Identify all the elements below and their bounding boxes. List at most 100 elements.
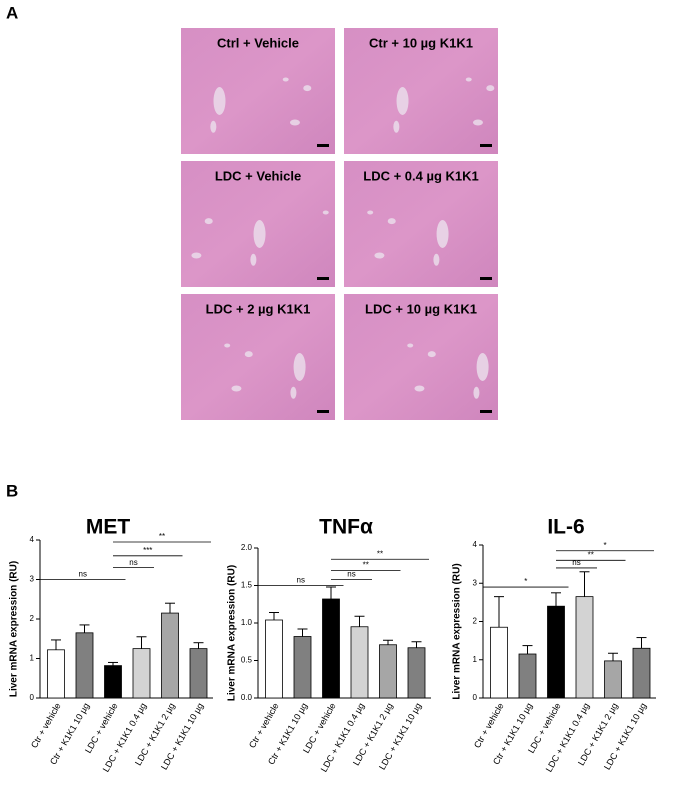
- scale-bar: [317, 410, 329, 413]
- significance-label: *: [524, 577, 527, 586]
- bar: [518, 653, 537, 699]
- histology-image: [344, 294, 498, 420]
- bar: [604, 660, 622, 699]
- y-tick-label: 1: [473, 655, 478, 664]
- vessel: [204, 218, 213, 225]
- bar: [293, 636, 312, 699]
- bar: [75, 632, 94, 699]
- vessel: [224, 343, 231, 348]
- vessel: [191, 252, 202, 259]
- vessel: [393, 120, 400, 133]
- image-label: Ctr + 10 µg K1K1: [369, 35, 473, 50]
- vessel: [473, 386, 480, 399]
- bar: [547, 605, 565, 699]
- vessel: [231, 385, 242, 392]
- vessel: [367, 210, 374, 215]
- image-label: LDC + 2 µg K1K1: [206, 301, 311, 316]
- bar: [322, 598, 340, 699]
- bar: [632, 647, 651, 699]
- significance-label: ***: [143, 546, 152, 555]
- vessel: [253, 220, 266, 248]
- vessel: [322, 210, 329, 215]
- bar: [265, 619, 283, 699]
- vessel: [289, 119, 300, 126]
- chart-title: MET: [86, 516, 131, 539]
- vessel: [433, 253, 440, 266]
- image-label: Ctrl + Vehicle: [217, 35, 299, 50]
- vessel: [414, 385, 425, 392]
- image-label: LDC + 10 µg K1K1: [365, 301, 477, 316]
- scale-bar: [480, 144, 492, 147]
- y-tick-label: 0.0: [241, 693, 253, 702]
- vessel: [427, 351, 436, 358]
- y-tick-label: 2: [30, 614, 35, 623]
- vessel: [396, 87, 409, 115]
- bar: [104, 665, 122, 699]
- bar: [379, 644, 397, 699]
- y-tick-label: 2.0: [241, 543, 253, 552]
- vessel: [244, 351, 253, 358]
- image-label: LDC + Vehicle: [215, 168, 301, 183]
- histology-image: [181, 294, 335, 420]
- bar: [575, 596, 594, 699]
- vessel: [293, 353, 306, 381]
- significance-label: ns: [129, 558, 137, 567]
- histology-image: [344, 161, 498, 287]
- significance-label: **: [588, 550, 594, 559]
- vessel: [472, 119, 483, 126]
- y-tick-label: 3: [473, 578, 478, 587]
- vessel: [213, 87, 226, 115]
- scale-bar: [317, 144, 329, 147]
- significance-label: **: [159, 532, 165, 541]
- vessel: [436, 220, 449, 248]
- panel-label: B: [6, 481, 18, 500]
- vessel: [387, 218, 396, 225]
- bar: [161, 612, 179, 699]
- vessel: [407, 343, 414, 348]
- vessel: [250, 253, 257, 266]
- vessel: [303, 85, 312, 92]
- y-tick-label: 1.0: [241, 618, 253, 627]
- vessel: [476, 353, 489, 381]
- scale-bar: [317, 277, 329, 280]
- significance-label: ns: [297, 576, 305, 585]
- significance-label: ns: [79, 570, 87, 579]
- panel-label: A: [6, 3, 18, 22]
- y-tick-label: 0.5: [241, 656, 253, 665]
- vessel: [486, 85, 495, 92]
- scale-bar: [480, 410, 492, 413]
- y-tick-label: 2: [473, 617, 478, 626]
- y-axis-label: Liver mRNA expression (RU): [452, 563, 463, 699]
- vessel: [374, 252, 385, 259]
- significance-label: **: [363, 561, 369, 570]
- y-tick-label: 4: [473, 540, 478, 549]
- vessel: [465, 77, 472, 82]
- significance-label: *: [603, 541, 606, 550]
- y-tick-label: 3: [30, 575, 35, 584]
- histology-image: [344, 28, 498, 154]
- y-tick-label: 0: [473, 693, 478, 702]
- chart-title: TNFα: [319, 516, 373, 539]
- y-tick-label: 4: [30, 535, 35, 544]
- y-axis-label: Liver mRNA expression (RU): [227, 565, 238, 701]
- bar: [350, 626, 369, 699]
- bar: [189, 648, 208, 699]
- image-label: LDC + 0.4 µg K1K1: [363, 168, 479, 183]
- vessel: [282, 77, 289, 82]
- vessel: [290, 386, 297, 399]
- y-tick-label: 1.5: [241, 581, 253, 590]
- y-tick-label: 1: [30, 654, 35, 663]
- histology-image: [181, 28, 335, 154]
- bar: [132, 648, 151, 699]
- bar: [47, 649, 65, 699]
- significance-label: **: [377, 549, 383, 558]
- bar: [490, 626, 508, 699]
- significance-label: ns: [347, 570, 355, 579]
- scale-bar: [480, 277, 492, 280]
- significance-label: ns: [572, 558, 580, 567]
- y-axis-label: Liver mRNA expression (RU): [9, 561, 20, 697]
- y-tick-label: 0: [30, 693, 35, 702]
- bar: [407, 647, 426, 699]
- chart-title: IL-6: [547, 516, 584, 539]
